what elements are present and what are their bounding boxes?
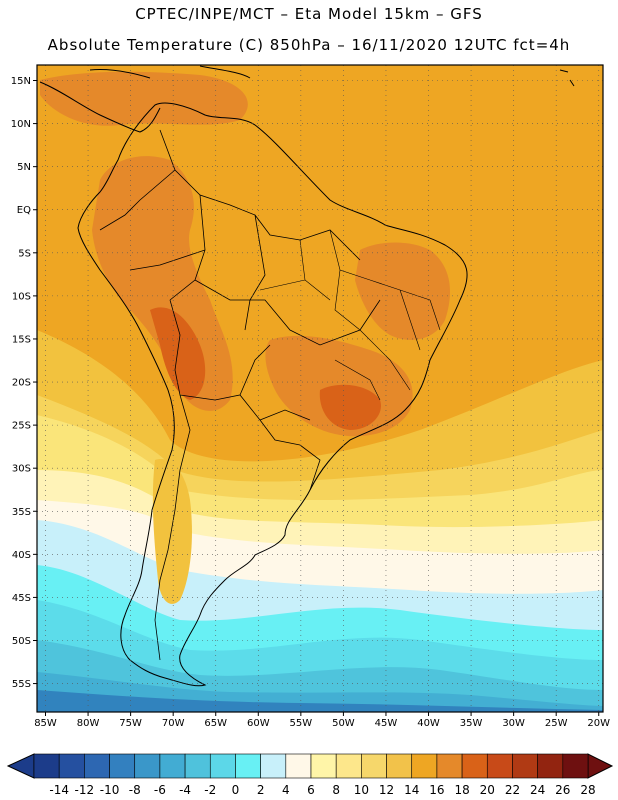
lon-label: 35W [460,718,483,729]
colorbar-label: 10 [354,783,369,797]
colorbar-label: -2 [204,783,216,797]
colorbar-label: -14 [49,783,69,797]
lon-label: 70W [162,718,185,729]
colorbar-box [235,753,261,779]
lat-label: 30S [12,464,31,475]
lat-label: 35S [12,507,31,518]
lat-label: 45S [12,593,31,604]
colorbar-box [159,753,186,779]
lon-label: 30W [502,718,525,729]
colorbar-box [486,753,513,779]
colorbar-label: 22 [505,783,520,797]
colorbar-label: -12 [75,783,95,797]
colorbar-box [361,753,387,779]
lat-label: 5S [18,248,31,259]
colorbar-label: 20 [480,783,495,797]
lat-label: 15N [11,76,31,87]
colorbar-label: 12 [379,783,394,797]
colorbar-box [184,753,211,779]
colorbar-box [109,753,136,779]
lon-label: 85W [34,718,57,729]
colorbar-boxes [33,753,589,779]
colorbar-label: -4 [179,783,191,797]
colorbar-label: 14 [404,783,419,797]
colorbar-label: 24 [530,783,545,797]
caribbean-islands [89,65,575,87]
map-subtitle: Absolute Temperature (C) 850hPa – 16/11/… [47,36,571,54]
colorbar-label: 26 [555,783,570,797]
lat-label: 25S [12,421,31,432]
lon-label: 45W [375,718,398,729]
central-america-coastline [39,81,161,133]
colorbar-box [537,753,564,779]
colorbar-label: 18 [454,783,469,797]
colorbar-box [58,753,85,779]
colorbar-box [562,753,589,779]
lon-label: 75W [119,718,142,729]
south-america-coastline [77,102,468,687]
lat-label: EQ [17,205,31,216]
colorbar-box [335,753,362,779]
colorbar-box [386,753,413,779]
colorbar-label: -8 [129,783,141,797]
field-22-24-brazil [319,384,381,430]
lon-label: 65W [204,718,227,729]
lat-label: 20S [12,378,31,389]
lon-label: 50W [332,718,355,729]
colorbar-box [209,753,236,779]
field-16-18-patagonia [152,459,192,604]
latitude-labels: 15N 10N 5N EQ 5S 10S 15S 20S 25S 30S 35S 40S 45S 50S 5… [11,76,37,690]
lon-label: 80W [77,718,100,729]
colorbar-label: 28 [580,783,595,797]
map-frame [36,64,604,713]
colorbar-box [411,753,438,779]
lon-label: 25W [545,718,568,729]
lat-label: 40S [12,550,31,561]
temperature-field [37,65,603,712]
colorbar-box [285,753,312,779]
colorbar-label: 6 [307,783,315,797]
colorbar-box [436,753,463,779]
lat-label: 5N [17,162,31,173]
colorbar-box [310,753,337,779]
colorbar-box [512,753,538,779]
colorbar-box [461,753,488,779]
colorbar: -14 -12 -10 -8 -6 -4 -2 0 2 4 6 8 10 12 14 16 18 20 22 24 26… [6,753,614,797]
colorbar-box [260,753,287,779]
colorbar-label: 16 [429,783,444,797]
colorbar-label: 2 [257,783,265,797]
colorbar-box [33,753,60,779]
lat-label: 10S [12,291,31,302]
lon-label: 20W [587,718,610,729]
field-20-22-northeast [355,242,450,340]
colorbar-under-arrow [6,753,35,779]
colorbar-label: 0 [232,783,240,797]
colorbar-over-arrow [587,753,614,779]
lat-label: 55S [12,679,31,690]
country-borders [99,129,381,661]
lat-label: 50S [12,636,31,647]
colorbar-labels: -14 -12 -10 -8 -6 -4 -2 0 2 4 6 8 10 12 14 16 18 20 22 24 26… [49,783,595,797]
colorbar-label: -10 [100,783,120,797]
colorbar-box [134,753,161,779]
lon-label: 60W [247,718,270,729]
longitude-labels: 85W 80W 75W 70W 65W 60W 55W 50W 45W 40W 35W 30W 25W 2… [34,712,610,729]
colorbar-label: -6 [154,783,166,797]
field-20-22-caribbean [40,71,248,126]
lon-label: 55W [290,718,313,729]
lon-label: 40W [417,718,440,729]
lat-label: 10N [11,119,31,130]
colorbar-box [84,753,110,779]
map-title: CPTEC/INPE/MCT – Eta Model 15km – GFS [135,5,483,23]
lat-label: 15S [12,334,31,345]
colorbar-label: 8 [332,783,340,797]
brazil-state-borders [259,229,441,401]
field-neg4-neg2 [37,690,603,712]
colorbar-label: 4 [282,783,290,797]
